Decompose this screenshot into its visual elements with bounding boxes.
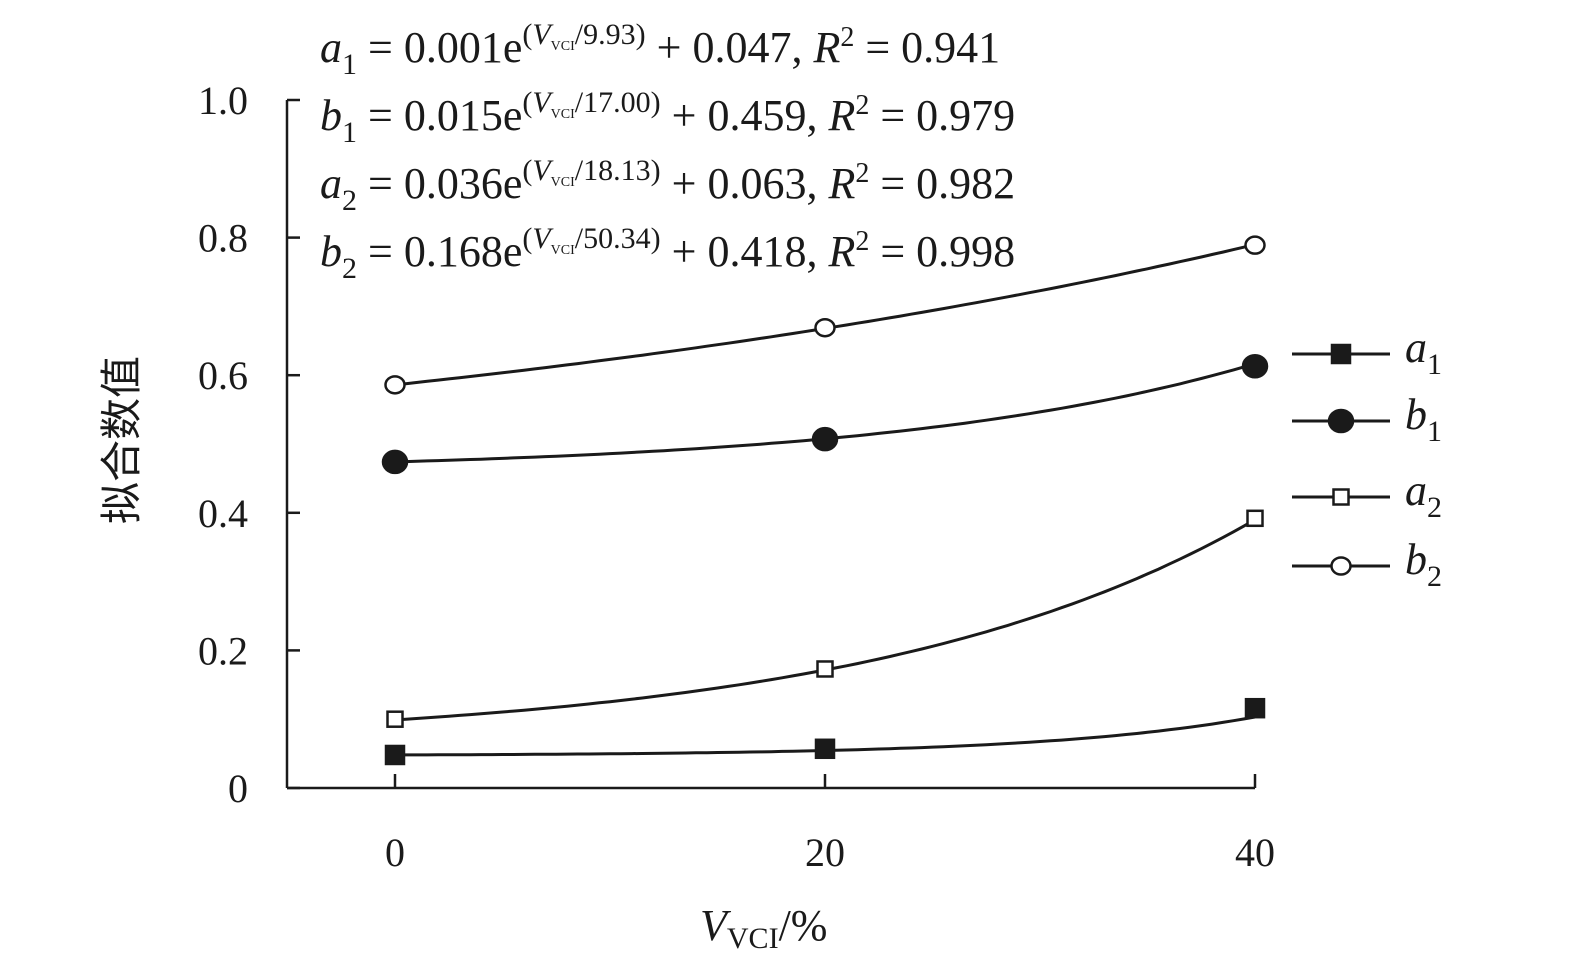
square-marker: [1246, 509, 1264, 528]
circle-marker: [1330, 556, 1352, 576]
data-markers: [381, 235, 1269, 766]
circle-marker: [384, 375, 406, 395]
square-marker: [816, 660, 834, 678]
circle-marker: [381, 449, 409, 475]
x-tick-label: 20: [805, 830, 845, 875]
square-marker: [1332, 488, 1350, 506]
legend-label: b2: [1405, 535, 1442, 593]
square-marker: [386, 710, 404, 728]
square-marker: [1244, 697, 1266, 719]
y-tick-label: 0.8: [198, 216, 248, 261]
square-marker: [384, 744, 406, 766]
square-marker: [1330, 343, 1352, 365]
y-tick-label: 0: [228, 766, 248, 811]
legend-item-a1: a1: [1292, 323, 1442, 381]
y-tick-label: 0.4: [198, 491, 248, 536]
legend-item-a2: a2: [1292, 466, 1442, 524]
circle-marker: [1241, 354, 1269, 379]
equation-a2: a2 = 0.036e(VVCI/18.13) + 0.063, R2 = 0.…: [320, 154, 1015, 217]
x-tick-label: 40: [1235, 830, 1275, 875]
y-tick-label: 0.2: [198, 628, 248, 673]
circle-marker: [1327, 408, 1355, 434]
y-tick-label: 1.0: [198, 78, 248, 123]
equation-b2: b2 = 0.168e(VVCI/50.34) + 0.418, R2 = 0.…: [320, 222, 1015, 285]
legend-label: a1: [1405, 323, 1442, 381]
legend-item-b2: b2: [1292, 535, 1442, 593]
legend-item-b1: b1: [1292, 390, 1442, 448]
y-tick-label: 0.6: [198, 353, 248, 398]
x-tick-label: 0: [385, 830, 405, 875]
equation-a1: a1 = 0.001e(VVCI/9.93) + 0.047, R2 = 0.9…: [320, 18, 1000, 81]
legend-label: b1: [1405, 390, 1442, 448]
equations: a1 = 0.001e(VVCI/9.93) + 0.047, R2 = 0.9…: [320, 18, 1015, 285]
circle-marker: [1244, 235, 1266, 255]
legend: a1 b1 a2 b2: [1292, 323, 1442, 593]
axes: 0 0.2 0.4 0.6 0.8 1.0 0 20 40: [198, 78, 1275, 875]
x-axis-label: VVCI/%: [700, 901, 827, 955]
y-axis-label: 拟合数值: [100, 356, 146, 524]
circle-marker: [811, 426, 839, 452]
legend-label: a2: [1405, 466, 1442, 524]
circle-marker: [814, 317, 836, 338]
equation-b1: b1 = 0.015e(VVCI/17.00) + 0.459, R2 = 0.…: [320, 86, 1015, 149]
fit-curve-a2: [394, 518, 1256, 722]
square-marker: [814, 738, 836, 760]
